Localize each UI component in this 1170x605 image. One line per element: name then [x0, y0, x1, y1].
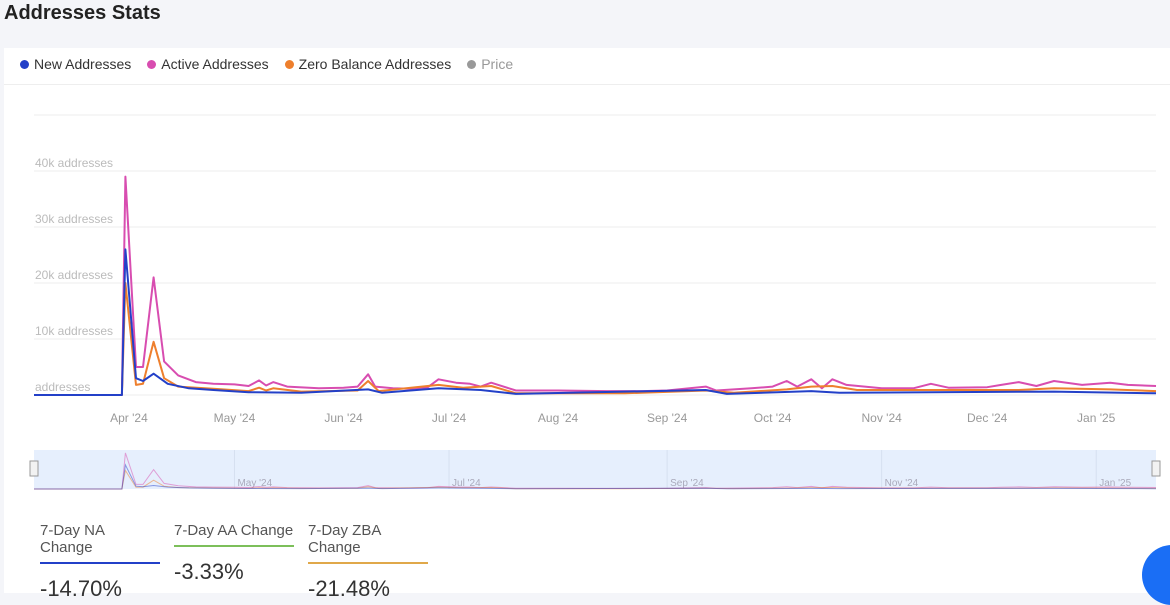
- navigator-tick-label: May '24: [237, 478, 272, 489]
- stat-zba-change: 7-Day ZBA Change -21.48%: [308, 522, 428, 602]
- y-tick-label: 40k addresses: [35, 156, 113, 170]
- stats-row: 7-Day NA Change -14.70% 7-Day AA Change -3…: [40, 522, 428, 602]
- addresses-chart: addresses 10k addresses 20k addresses 30k a…: [29, 114, 1161, 490]
- y-tick-label: 20k addresses: [35, 268, 113, 282]
- stat-value: -14.70%: [40, 576, 122, 601]
- legend-dot-icon: [147, 59, 157, 69]
- y-tick-label: 30k addresses: [35, 212, 113, 226]
- x-tick-label: Nov '24: [861, 411, 902, 425]
- stat-value: -21.48%: [308, 576, 390, 601]
- series-line-active-addresses: [34, 175, 1157, 396]
- legend-new-addresses[interactable]: New Addresses: [20, 56, 131, 72]
- x-tick-label: May '24: [214, 411, 256, 425]
- chart-card: [4, 48, 1170, 593]
- legend-zero-balance-addresses[interactable]: Zero Balance Addresses: [284, 56, 452, 72]
- legend-label: Price: [481, 56, 514, 72]
- stat-na-change: 7-Day NA Change -14.70%: [40, 522, 160, 602]
- x-tick-label: Jul '24: [432, 411, 467, 425]
- x-tick-label: Jan '25: [1077, 411, 1116, 425]
- x-tick-label: Sep '24: [647, 411, 688, 425]
- navigator-left-handle[interactable]: [29, 460, 39, 477]
- navigator-tick-label: Jul '24: [452, 478, 481, 489]
- x-tick-label: Aug '24: [538, 411, 579, 425]
- stat-value: -3.33%: [174, 559, 244, 584]
- y-tick-label: addresses: [35, 380, 90, 394]
- navigator-tick-label: Sep '24: [670, 478, 704, 489]
- legend: New Addresses Active Addresses Zero Bala…: [20, 56, 513, 72]
- series-line-new-addresses: [34, 248, 1157, 396]
- legend-label: New Addresses: [34, 56, 132, 72]
- legend-label: Zero Balance Addresses: [298, 56, 452, 72]
- navigator-tick-label: Jan '25: [1099, 478, 1131, 489]
- navigator-series-line: [34, 463, 1157, 490]
- x-tick-label: Jun '24: [324, 411, 363, 425]
- stat-label: 7-Day AA Change: [174, 522, 294, 547]
- legend-price[interactable]: Price: [467, 56, 513, 72]
- y-tick-label: 10k addresses: [35, 324, 113, 338]
- navigator-right-handle[interactable]: [1151, 460, 1161, 477]
- legend-dot-icon: [284, 59, 294, 69]
- legend-active-addresses[interactable]: Active Addresses: [147, 56, 269, 72]
- legend-label: Active Addresses: [161, 56, 269, 72]
- x-tick-label: Dec '24: [967, 411, 1008, 425]
- x-tick-label: Apr '24: [110, 411, 148, 425]
- navigator-selection: [34, 450, 1156, 489]
- stat-label: 7-Day NA Change: [40, 522, 160, 564]
- legend-dot-icon: [20, 59, 29, 69]
- stat-label: 7-Day ZBA Change: [308, 522, 428, 564]
- legend-dot-icon: [467, 59, 477, 69]
- navigator-tick-label: Nov '24: [885, 478, 919, 489]
- x-tick-label: Oct '24: [754, 411, 792, 425]
- page-title: Addresses Stats: [4, 2, 161, 24]
- divider: [4, 84, 1170, 85]
- stat-aa-change: 7-Day AA Change -3.33%: [174, 522, 294, 602]
- navigator: May '24 Jul '24 Sep '24 Nov '24 Jan '25: [29, 450, 1161, 490]
